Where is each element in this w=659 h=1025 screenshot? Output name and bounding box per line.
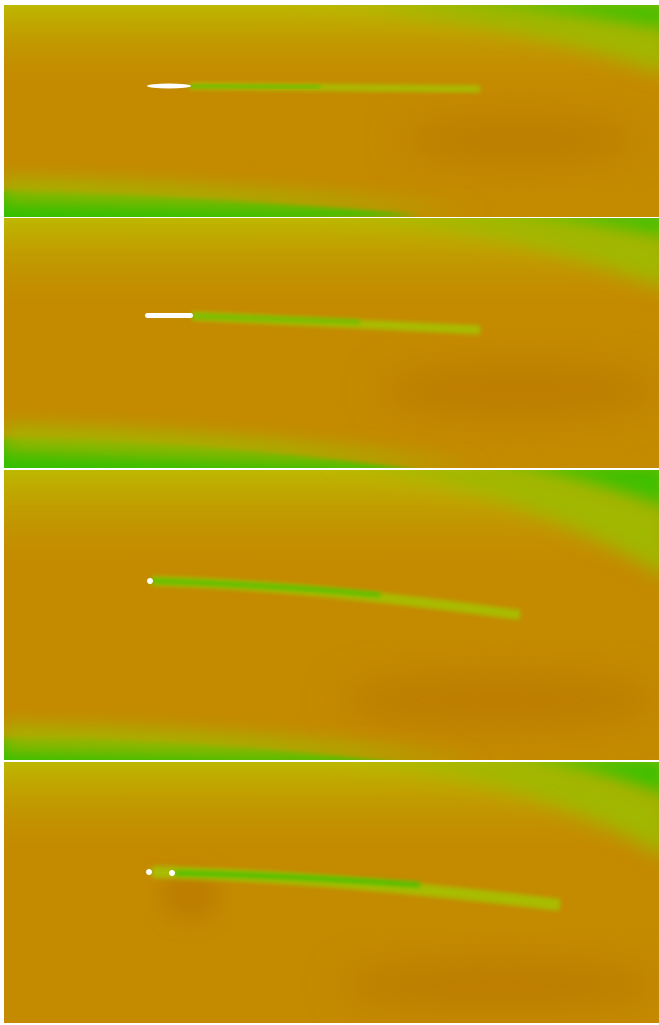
simulation-figure — [0, 0, 659, 1025]
panel-4 — [4, 755, 659, 1023]
panel-2 — [0, 210, 659, 480]
page — [0, 0, 659, 1025]
panel-1 — [0, 0, 659, 230]
panel-3 — [0, 460, 659, 775]
